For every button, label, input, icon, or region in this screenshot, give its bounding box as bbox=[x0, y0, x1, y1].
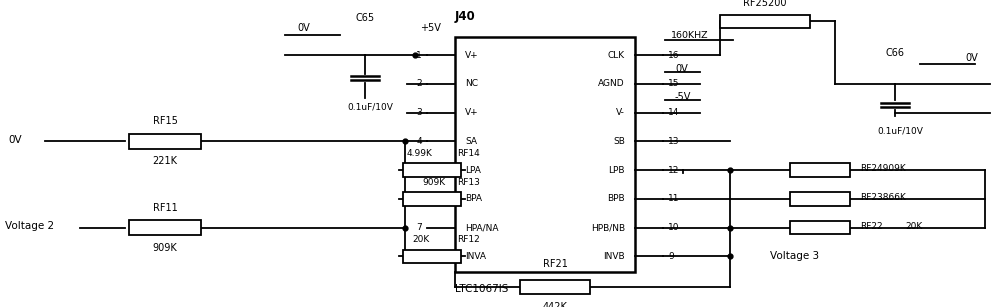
Text: RF13: RF13 bbox=[457, 177, 480, 187]
Text: RF11: RF11 bbox=[153, 203, 177, 213]
Text: SB: SB bbox=[613, 137, 625, 146]
Text: RF25200: RF25200 bbox=[743, 0, 787, 8]
Text: C66: C66 bbox=[886, 48, 904, 58]
Text: 0V: 0V bbox=[8, 135, 22, 145]
Text: 909K: 909K bbox=[153, 243, 177, 253]
Text: 4.99K: 4.99K bbox=[407, 149, 433, 158]
Bar bbox=[129, 220, 201, 235]
Text: 16: 16 bbox=[668, 51, 680, 60]
Text: HPB/NB: HPB/NB bbox=[591, 223, 625, 232]
Bar bbox=[455, 37, 635, 272]
Text: 0.1uF/10V: 0.1uF/10V bbox=[347, 103, 393, 112]
Text: LPA: LPA bbox=[465, 166, 481, 175]
Text: J40: J40 bbox=[455, 10, 476, 23]
Text: BPA: BPA bbox=[465, 194, 482, 204]
Text: RF22: RF22 bbox=[860, 222, 883, 231]
Text: 11: 11 bbox=[668, 194, 680, 204]
Bar bbox=[129, 134, 201, 149]
Text: SA: SA bbox=[465, 137, 477, 146]
Bar bbox=[403, 163, 461, 177]
Text: RF24909K: RF24909K bbox=[860, 164, 906, 173]
Text: LPB: LPB bbox=[608, 166, 625, 175]
Text: 15: 15 bbox=[668, 80, 680, 88]
Text: 5: 5 bbox=[416, 166, 422, 175]
Text: 442K: 442K bbox=[543, 302, 567, 307]
Bar bbox=[790, 192, 850, 206]
Text: 20K: 20K bbox=[412, 235, 429, 244]
Text: 6: 6 bbox=[416, 194, 422, 204]
Text: 14: 14 bbox=[668, 108, 679, 117]
Text: 160KHZ: 160KHZ bbox=[671, 31, 709, 40]
Text: RF14: RF14 bbox=[457, 149, 480, 158]
Text: 20K: 20K bbox=[905, 222, 922, 231]
Text: 2: 2 bbox=[416, 80, 422, 88]
Text: RF15: RF15 bbox=[153, 116, 177, 126]
Text: -5V: -5V bbox=[675, 92, 691, 102]
Text: C65: C65 bbox=[355, 14, 375, 23]
Text: 0V: 0V bbox=[965, 53, 978, 63]
Text: CLK: CLK bbox=[608, 51, 625, 60]
Text: RF21: RF21 bbox=[543, 259, 567, 269]
Text: V-: V- bbox=[616, 108, 625, 117]
Text: 0.1uF/10V: 0.1uF/10V bbox=[877, 126, 923, 136]
Text: 9: 9 bbox=[668, 252, 674, 261]
Text: Voltage 3: Voltage 3 bbox=[770, 251, 819, 261]
Text: V+: V+ bbox=[465, 51, 479, 60]
Text: HPA/NA: HPA/NA bbox=[465, 223, 498, 232]
Text: 221K: 221K bbox=[152, 156, 178, 166]
Text: V+: V+ bbox=[465, 108, 479, 117]
Text: 0V: 0V bbox=[297, 23, 310, 33]
Text: INVB: INVB bbox=[603, 252, 625, 261]
Text: Voltage 2: Voltage 2 bbox=[5, 221, 54, 231]
Text: 909K: 909K bbox=[422, 177, 445, 187]
Text: NC: NC bbox=[465, 80, 478, 88]
Text: RF23866K: RF23866K bbox=[860, 193, 906, 202]
Text: 7: 7 bbox=[416, 223, 422, 232]
Text: 10: 10 bbox=[668, 223, 680, 232]
Text: 8: 8 bbox=[416, 252, 422, 261]
Text: 0V: 0V bbox=[675, 64, 688, 74]
Text: 12: 12 bbox=[668, 166, 679, 175]
Text: INVA: INVA bbox=[465, 252, 486, 261]
Text: 3: 3 bbox=[416, 108, 422, 117]
Bar bbox=[790, 221, 850, 234]
Text: 1: 1 bbox=[416, 51, 422, 60]
Bar bbox=[403, 192, 461, 206]
Bar bbox=[720, 15, 810, 28]
Bar bbox=[790, 163, 850, 177]
Text: RF12: RF12 bbox=[457, 235, 480, 244]
Text: BPB: BPB bbox=[607, 194, 625, 204]
Text: 13: 13 bbox=[668, 137, 680, 146]
Text: +5V: +5V bbox=[420, 23, 441, 33]
Text: AGND: AGND bbox=[598, 80, 625, 88]
Text: LTC1067IS: LTC1067IS bbox=[455, 284, 508, 293]
Bar bbox=[403, 250, 461, 263]
Bar bbox=[520, 280, 590, 294]
Text: 4: 4 bbox=[416, 137, 422, 146]
